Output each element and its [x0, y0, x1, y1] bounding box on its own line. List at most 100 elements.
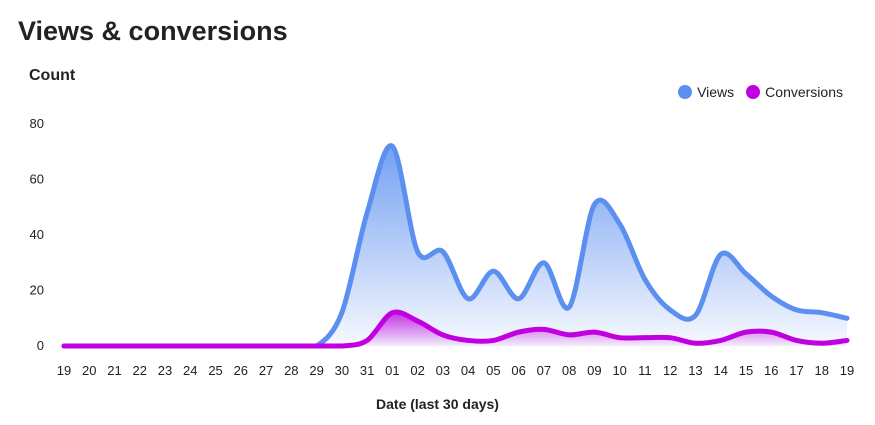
data-point-conversions[interactable] — [340, 344, 344, 348]
data-point-conversions[interactable] — [592, 330, 596, 334]
y-axis-label: Count — [29, 67, 76, 84]
data-point-views[interactable] — [744, 272, 748, 276]
data-point-conversions[interactable] — [416, 319, 420, 323]
data-point-conversions[interactable] — [719, 338, 723, 342]
data-point-views[interactable] — [618, 222, 622, 226]
data-point-conversions[interactable] — [239, 344, 243, 348]
data-point-conversions[interactable] — [618, 336, 622, 340]
x-tick-label: 21 — [107, 363, 121, 378]
data-point-conversions[interactable] — [491, 338, 495, 342]
data-point-conversions[interactable] — [517, 330, 521, 334]
x-tick-label: 06 — [511, 363, 525, 378]
data-point-views[interactable] — [517, 297, 521, 301]
x-tick-label: 05 — [486, 363, 500, 378]
legend-item-conversions[interactable]: Conversions — [746, 84, 843, 100]
data-point-conversions[interactable] — [188, 344, 192, 348]
legend-swatch-views — [678, 85, 693, 99]
x-tick-label: 19 — [57, 363, 71, 378]
data-point-conversions[interactable] — [542, 327, 546, 331]
legend-item-views[interactable]: Views — [678, 84, 734, 100]
data-point-conversions[interactable] — [693, 341, 697, 345]
x-tick-label: 13 — [688, 363, 702, 378]
data-point-conversions[interactable] — [845, 338, 849, 342]
data-point-conversions[interactable] — [794, 338, 798, 342]
data-point-views[interactable] — [491, 269, 495, 273]
data-point-views[interactable] — [592, 202, 596, 206]
x-tick-label: 24 — [183, 363, 197, 378]
data-point-conversions[interactable] — [87, 344, 91, 348]
data-point-views[interactable] — [390, 144, 394, 148]
x-tick-label: 09 — [587, 363, 601, 378]
chart-legend: Views Conversions — [666, 84, 843, 100]
data-point-conversions[interactable] — [567, 333, 571, 337]
data-point-conversions[interactable] — [668, 336, 672, 340]
data-point-views[interactable] — [542, 261, 546, 265]
x-tick-label: 07 — [537, 363, 551, 378]
data-point-views[interactable] — [794, 308, 798, 312]
data-point-views[interactable] — [365, 211, 369, 215]
data-point-conversions[interactable] — [390, 311, 394, 315]
y-tick-label: 20 — [30, 283, 44, 298]
x-tick-label: 20 — [82, 363, 96, 378]
data-point-views[interactable] — [567, 305, 571, 309]
y-tick-label: 60 — [30, 172, 44, 187]
x-tick-label: 19 — [840, 363, 854, 378]
data-point-views[interactable] — [340, 311, 344, 315]
data-point-conversions[interactable] — [289, 344, 293, 348]
x-tick-label: 01 — [385, 363, 399, 378]
data-point-conversions[interactable] — [744, 330, 748, 334]
data-point-conversions[interactable] — [113, 344, 117, 348]
x-tick-label: 04 — [461, 363, 475, 378]
x-tick-label: 15 — [739, 363, 753, 378]
data-point-views[interactable] — [466, 297, 470, 301]
x-tick-label: 08 — [562, 363, 576, 378]
x-tick-label: 22 — [133, 363, 147, 378]
x-tick-label: 12 — [663, 363, 677, 378]
x-axis-label: Date (last 30 days) — [376, 396, 499, 412]
x-tick-label: 11 — [638, 363, 652, 378]
data-point-conversions[interactable] — [769, 330, 773, 334]
legend-swatch-conversions — [746, 85, 761, 99]
x-tick-label: 27 — [259, 363, 273, 378]
data-point-conversions[interactable] — [643, 336, 647, 340]
data-point-conversions[interactable] — [820, 341, 824, 345]
data-point-views[interactable] — [845, 316, 849, 320]
data-point-views[interactable] — [643, 277, 647, 281]
x-tick-label: 10 — [612, 363, 626, 378]
x-tick-label: 23 — [158, 363, 172, 378]
series-area-views — [64, 145, 847, 346]
x-tick-label: 25 — [208, 363, 222, 378]
y-tick-label: 0 — [37, 338, 44, 353]
y-tick-label: 80 — [30, 116, 44, 131]
data-point-conversions[interactable] — [62, 344, 66, 348]
x-tick-label: 14 — [713, 363, 727, 378]
x-tick-label: 02 — [410, 363, 424, 378]
x-tick-label: 16 — [764, 363, 778, 378]
y-tick-label: 40 — [30, 227, 44, 242]
legend-label-conversions: Conversions — [765, 84, 843, 100]
data-point-conversions[interactable] — [163, 344, 167, 348]
data-point-conversions[interactable] — [138, 344, 142, 348]
data-point-conversions[interactable] — [466, 338, 470, 342]
x-tick-label: 30 — [335, 363, 349, 378]
legend-label-views: Views — [697, 84, 735, 100]
data-point-conversions[interactable] — [315, 344, 319, 348]
data-point-conversions[interactable] — [441, 333, 445, 337]
x-tick-label: 17 — [789, 363, 803, 378]
x-tick-label: 28 — [284, 363, 298, 378]
data-point-views[interactable] — [719, 252, 723, 256]
x-tick-label: 26 — [234, 363, 248, 378]
data-point-views[interactable] — [693, 313, 697, 317]
data-point-conversions[interactable] — [264, 344, 268, 348]
data-point-views[interactable] — [769, 294, 773, 298]
data-point-views[interactable] — [820, 311, 824, 315]
data-point-conversions[interactable] — [365, 338, 369, 342]
data-point-views[interactable] — [668, 308, 672, 312]
data-point-views[interactable] — [441, 250, 445, 254]
data-point-conversions[interactable] — [214, 344, 218, 348]
x-tick-label: 31 — [360, 363, 374, 378]
page-title: Views & conversions — [18, 16, 288, 46]
data-point-views[interactable] — [416, 250, 420, 254]
series-line-conversions[interactable] — [61, 309, 850, 349]
